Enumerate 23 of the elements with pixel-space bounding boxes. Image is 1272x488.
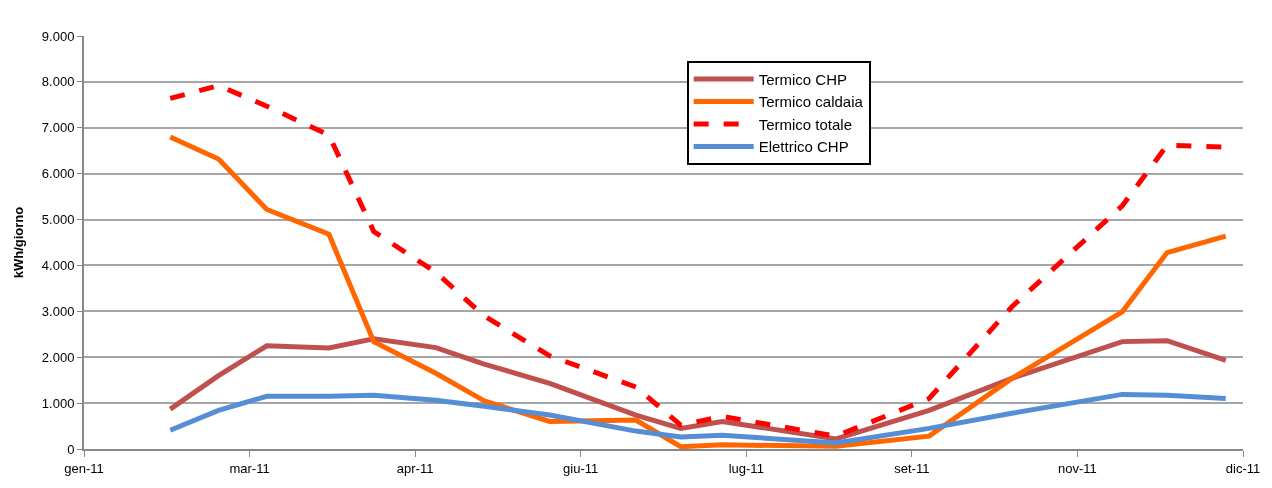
y-tick-label: 7.000 [41, 120, 75, 136]
x-tick-label: mar-11 [229, 460, 270, 476]
y-tick-label: 3.000 [41, 303, 75, 319]
y-tick-label: 4.000 [41, 257, 75, 273]
legend-label: Termico totale [758, 115, 853, 133]
y-axis-title: kWh/giorno [11, 206, 27, 279]
y-tick-label: 2.000 [41, 349, 75, 365]
y-tick-label: 9.000 [41, 28, 75, 44]
x-tick-label: gen-11 [64, 460, 104, 476]
y-tick-label: 8.000 [41, 74, 75, 90]
y-tick-label: 5.000 [41, 212, 75, 228]
legend-label: Elettrico CHP [758, 138, 849, 156]
x-tick-label: nov-11 [1058, 460, 1097, 476]
legend-label: Termico caldaia [758, 93, 864, 111]
y-tick-label: 1.000 [41, 395, 75, 411]
x-tick-label: dic-11 [1225, 460, 1261, 476]
x-tick-label: apr-11 [396, 460, 434, 476]
x-tick-label: giu-11 [563, 460, 599, 476]
legend-label: Termico CHP [758, 70, 848, 88]
y-tick-label: 6.000 [41, 166, 75, 182]
x-tick-label: lug-11 [728, 460, 764, 476]
y-tick-label: 0 [67, 441, 75, 457]
x-tick-label: set-11 [894, 460, 930, 476]
